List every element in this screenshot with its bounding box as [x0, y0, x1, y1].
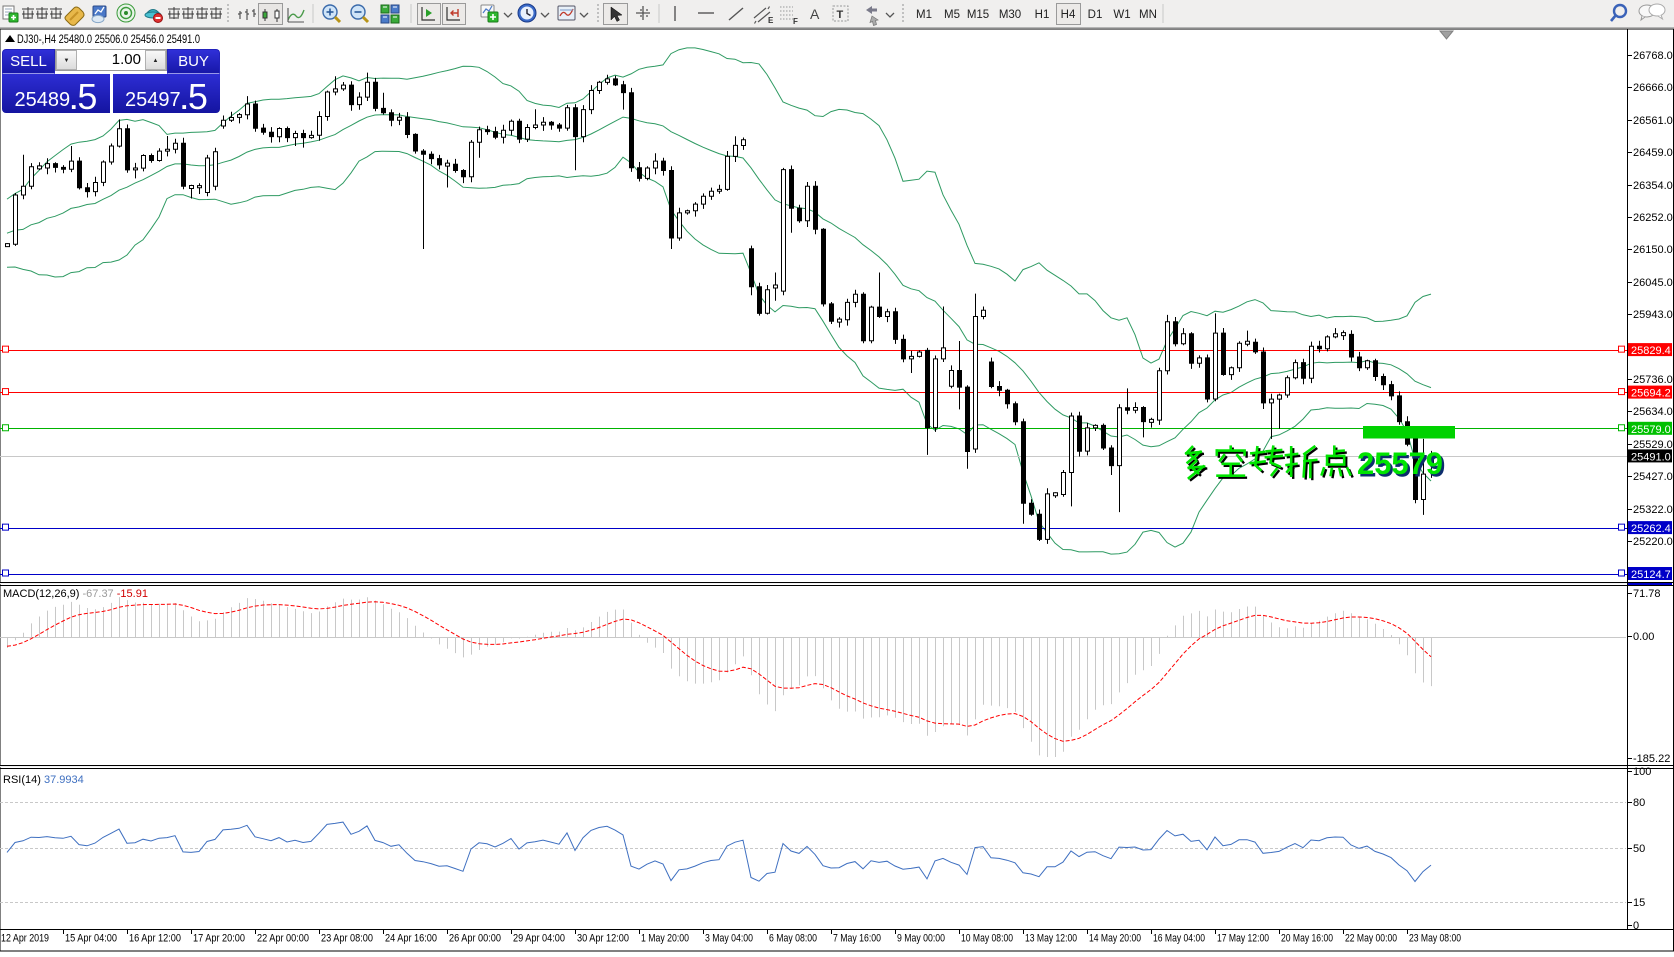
svg-text:26561.0: 26561.0	[1633, 115, 1673, 127]
svg-text:26 Apr 00:00: 26 Apr 00:00	[449, 933, 501, 945]
svg-text:26459.0: 26459.0	[1633, 147, 1673, 159]
svg-text:25322.0: 25322.0	[1633, 504, 1673, 516]
svg-text:24 Apr 16:00: 24 Apr 16:00	[385, 933, 437, 945]
svg-text:26150.0: 26150.0	[1633, 244, 1673, 256]
svg-text:25262.4: 25262.4	[1631, 523, 1671, 535]
svg-text:22 May 00:00: 22 May 00:00	[1345, 933, 1397, 945]
svg-text:25579.0: 25579.0	[1631, 424, 1671, 436]
svg-text:25529.0: 25529.0	[1633, 439, 1673, 451]
svg-text:26768.0: 26768.0	[1633, 50, 1673, 62]
svg-text:23 May 08:00: 23 May 08:00	[1409, 933, 1461, 945]
svg-text:15 Apr 04:00: 15 Apr 04:00	[65, 933, 117, 945]
svg-text:25427.0: 25427.0	[1633, 471, 1673, 483]
svg-text:26045.0: 26045.0	[1633, 277, 1673, 289]
svg-text:25109.5: 25109.5	[1631, 584, 1671, 596]
svg-text:14 May 20:00: 14 May 20:00	[1089, 933, 1141, 945]
svg-text:0.00: 0.00	[1633, 631, 1654, 643]
svg-text:0: 0	[1633, 920, 1639, 932]
svg-text:80: 80	[1633, 797, 1645, 809]
svg-text:20 May 16:00: 20 May 16:00	[1281, 933, 1333, 945]
svg-text:23 Apr 08:00: 23 Apr 08:00	[321, 933, 373, 945]
svg-text:-185.22: -185.22	[1633, 753, 1670, 765]
svg-text:H1: H1	[1035, 9, 1050, 21]
svg-text:M30: M30	[999, 9, 1021, 21]
svg-text:E: E	[768, 16, 774, 25]
svg-text:50: 50	[1633, 843, 1645, 855]
svg-text:25829.4: 25829.4	[1631, 345, 1671, 357]
svg-text:100: 100	[1633, 766, 1651, 778]
svg-text:26354.0: 26354.0	[1633, 180, 1673, 192]
svg-text:F: F	[793, 17, 798, 26]
svg-text:29 Apr 04:00: 29 Apr 04:00	[513, 933, 565, 945]
svg-text:16 May 04:00: 16 May 04:00	[1153, 933, 1205, 945]
svg-text:D1: D1	[1088, 9, 1103, 21]
svg-text:9 May 00:00: 9 May 00:00	[897, 933, 945, 945]
svg-text:6 May 08:00: 6 May 08:00	[769, 933, 817, 945]
svg-text:30 Apr 12:00: 30 Apr 12:00	[577, 933, 629, 945]
svg-text:25943.0: 25943.0	[1633, 309, 1673, 321]
svg-text:22 Apr 00:00: 22 Apr 00:00	[257, 933, 309, 945]
svg-text:25491.0: 25491.0	[1631, 451, 1671, 463]
svg-text:W1: W1	[1113, 9, 1130, 21]
svg-text:3 May 04:00: 3 May 04:00	[705, 933, 753, 945]
svg-text:A: A	[810, 6, 820, 22]
svg-text:1 May 20:00: 1 May 20:00	[641, 933, 689, 945]
svg-text:M15: M15	[967, 9, 989, 21]
svg-text:M5: M5	[944, 9, 960, 21]
svg-text:25579: 25579	[1359, 448, 1445, 484]
svg-text:17 May 12:00: 17 May 12:00	[1217, 933, 1269, 945]
svg-text:25579: 25579	[1357, 445, 1443, 481]
svg-text:25736.0: 25736.0	[1633, 374, 1673, 386]
svg-text:25124.7: 25124.7	[1631, 569, 1671, 581]
svg-text:25694.2: 25694.2	[1631, 388, 1671, 400]
svg-text:RSI(14) 37.9934: RSI(14) 37.9934	[3, 774, 84, 786]
svg-text:10 May 08:00: 10 May 08:00	[961, 933, 1013, 945]
svg-text:71.78: 71.78	[1633, 588, 1661, 600]
svg-text:MACD(12,26,9) -67.37 -15.91: MACD(12,26,9) -67.37 -15.91	[3, 588, 148, 600]
svg-text:M1: M1	[916, 9, 932, 21]
svg-text:12 Apr 2019: 12 Apr 2019	[1, 933, 49, 945]
svg-text:7 May 16:00: 7 May 16:00	[833, 933, 881, 945]
svg-text:H4: H4	[1061, 9, 1076, 21]
svg-text:25634.0: 25634.0	[1633, 406, 1673, 418]
svg-text:16 Apr 12:00: 16 Apr 12:00	[129, 933, 181, 945]
svg-text:26252.0: 26252.0	[1633, 212, 1673, 224]
svg-text:15: 15	[1633, 897, 1645, 909]
svg-text:T: T	[837, 9, 844, 21]
svg-text:DJ30-,H4 25480.0 25506.0 2545: DJ30-,H4 25480.0 25506.0 25456.0 25491.0	[17, 34, 200, 46]
svg-text:25220.0: 25220.0	[1633, 536, 1673, 548]
svg-text:17 Apr 20:00: 17 Apr 20:00	[193, 933, 245, 945]
svg-text:MN: MN	[1139, 9, 1157, 21]
svg-text:13 May 12:00: 13 May 12:00	[1025, 933, 1077, 945]
svg-text:26666.0: 26666.0	[1633, 82, 1673, 94]
